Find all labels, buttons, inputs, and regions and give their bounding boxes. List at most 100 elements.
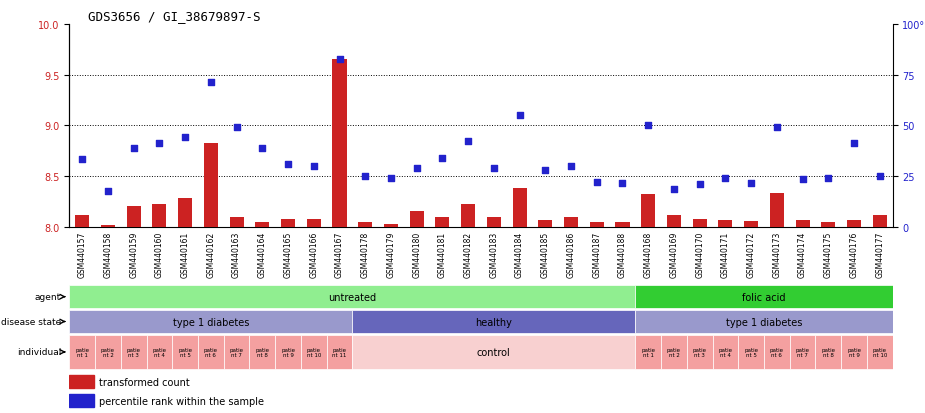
Text: GSM440160: GSM440160 [154, 231, 164, 278]
Text: GSM440170: GSM440170 [696, 231, 704, 278]
Text: GSM440174: GSM440174 [798, 231, 808, 278]
Text: GDS3656 / GI_38679897-S: GDS3656 / GI_38679897-S [88, 10, 260, 23]
Bar [872, 215, 887, 227]
Text: disease state: disease state [1, 317, 61, 326]
Text: individual: individual [17, 348, 61, 356]
Bar [307, 219, 321, 227]
Bar [127, 207, 141, 227]
Text: GSM440188: GSM440188 [618, 231, 627, 277]
Bar [590, 222, 604, 227]
Bar [352, 335, 635, 369]
Text: GSM440182: GSM440182 [463, 231, 473, 277]
Bar [255, 222, 269, 227]
Point [615, 180, 630, 187]
Text: patie
nt 9: patie nt 9 [281, 347, 295, 358]
Bar [661, 335, 686, 369]
Point [409, 165, 424, 172]
Bar [693, 219, 707, 227]
Bar [276, 335, 301, 369]
Bar [229, 217, 243, 227]
Point [846, 140, 861, 147]
Point [796, 176, 810, 183]
Text: GSM440187: GSM440187 [592, 231, 601, 277]
Point [641, 123, 656, 129]
Point [435, 155, 450, 161]
Text: healthy: healthy [475, 317, 512, 327]
Point [280, 161, 295, 168]
Point [820, 175, 835, 182]
Text: patie
nt 6: patie nt 6 [204, 347, 218, 358]
Bar [635, 310, 893, 333]
Point [563, 163, 578, 170]
Text: untreated: untreated [328, 292, 376, 302]
Text: transformed count: transformed count [98, 377, 190, 387]
Text: patie
nt 7: patie nt 7 [229, 347, 243, 358]
Text: patie
nt 5: patie nt 5 [744, 347, 758, 358]
Bar [712, 335, 738, 369]
Text: GSM440164: GSM440164 [258, 231, 266, 278]
Point [692, 181, 707, 188]
Bar [512, 189, 526, 227]
Bar [327, 335, 352, 369]
Bar [847, 220, 861, 227]
Bar [686, 335, 712, 369]
Point [538, 167, 553, 174]
Point [667, 186, 682, 193]
Bar [790, 335, 816, 369]
Bar [384, 224, 398, 227]
Text: GSM440176: GSM440176 [849, 231, 858, 278]
Text: patie
nt 3: patie nt 3 [693, 347, 707, 358]
Text: patie
nt 10: patie nt 10 [306, 347, 321, 358]
Text: agent: agent [35, 292, 61, 301]
Bar [635, 285, 893, 309]
Point [75, 156, 90, 163]
Text: GSM440165: GSM440165 [284, 231, 292, 278]
Bar [641, 195, 655, 227]
Text: patie
nt 4: patie nt 4 [719, 347, 733, 358]
Point [718, 175, 733, 182]
Text: patie
nt 9: patie nt 9 [847, 347, 861, 358]
Text: GSM440158: GSM440158 [104, 231, 113, 277]
Point [229, 125, 244, 131]
Point [589, 179, 604, 186]
Point [178, 135, 192, 141]
Bar [821, 222, 835, 227]
Text: GSM440163: GSM440163 [232, 231, 241, 278]
Text: GSM440168: GSM440168 [644, 231, 653, 277]
Point [152, 140, 166, 147]
Bar [69, 285, 635, 309]
Text: control: control [477, 347, 511, 357]
Bar [667, 215, 681, 227]
Text: patie
nt 1: patie nt 1 [641, 347, 655, 358]
Bar [719, 220, 733, 227]
Text: GSM440181: GSM440181 [438, 231, 447, 277]
Point [487, 165, 501, 172]
Text: GSM440169: GSM440169 [670, 231, 678, 278]
Bar [69, 375, 94, 388]
Text: GSM440161: GSM440161 [180, 231, 190, 277]
Bar [281, 219, 295, 227]
Point [127, 145, 142, 152]
Bar [816, 335, 841, 369]
Point [358, 173, 373, 180]
Text: percentile rank within the sample: percentile rank within the sample [98, 396, 264, 406]
Bar [69, 394, 94, 407]
Text: patie
nt 6: patie nt 6 [770, 347, 783, 358]
Text: folic acid: folic acid [742, 292, 785, 302]
Text: patie
nt 7: patie nt 7 [796, 347, 809, 358]
Bar [564, 217, 578, 227]
Text: patie
nt 2: patie nt 2 [667, 347, 681, 358]
Bar [224, 335, 250, 369]
Bar [121, 335, 146, 369]
Point [461, 139, 475, 145]
Text: GSM440184: GSM440184 [515, 231, 524, 277]
Text: patie
nt 11: patie nt 11 [332, 347, 347, 358]
Text: GSM440186: GSM440186 [566, 231, 575, 277]
Text: patie
nt 8: patie nt 8 [821, 347, 835, 358]
Text: GSM440180: GSM440180 [413, 231, 421, 277]
Point [384, 175, 399, 182]
Bar [146, 335, 172, 369]
Text: patie
nt 3: patie nt 3 [127, 347, 141, 358]
Bar [95, 335, 121, 369]
Text: GSM440166: GSM440166 [309, 231, 318, 278]
